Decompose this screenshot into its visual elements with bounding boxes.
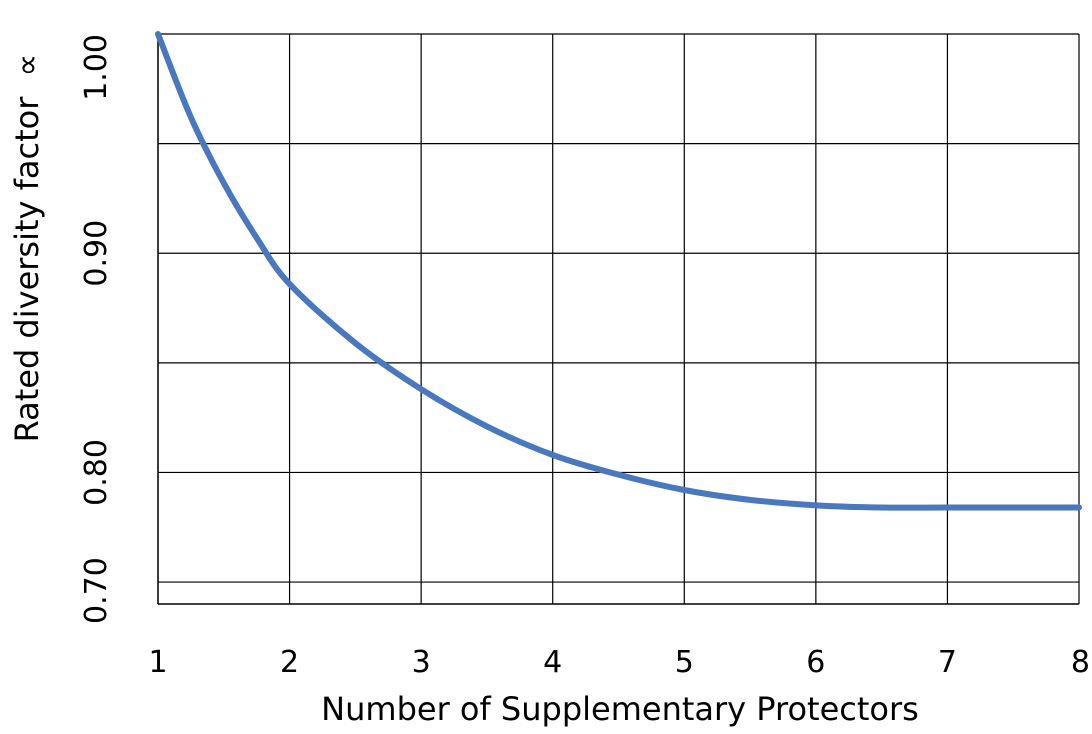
series-line-1: [155, 31, 1082, 511]
x-tick-label-6: 6: [806, 645, 825, 680]
x-tick-label-3: 3: [412, 645, 431, 680]
y-tick-label-0-70: 0.70: [79, 557, 114, 624]
x-axis-title: Number of Supplementary Protectors: [321, 690, 919, 728]
x-tick-label-5: 5: [675, 645, 694, 680]
x-tick-label-1: 1: [148, 645, 167, 680]
x-tick-label-4: 4: [543, 645, 562, 680]
y-tick-label-0-80: 0.80: [79, 439, 114, 506]
y-tick-label-0-90: 0.90: [79, 220, 114, 287]
y-axis-title: Rated diversity factor ∝: [8, 54, 46, 443]
x-tick-label-2: 2: [280, 645, 299, 680]
series-layer: [155, 31, 1082, 511]
y-tick-label-1-00: 1.00: [79, 34, 114, 101]
y-axis-title-text: Rated diversity factor: [8, 96, 46, 443]
grid-layer: [157, 33, 1080, 605]
y-axis-title-symbol: ∝: [8, 54, 46, 77]
x-tick-label-7: 7: [938, 645, 957, 680]
x-tick-label-8: 8: [1071, 645, 1090, 680]
y-tick-labels: 0.70 0.80 0.90 1.00: [79, 34, 114, 624]
x-tick-labels: 1 2 3 4 5 6 7 8: [148, 645, 1090, 680]
